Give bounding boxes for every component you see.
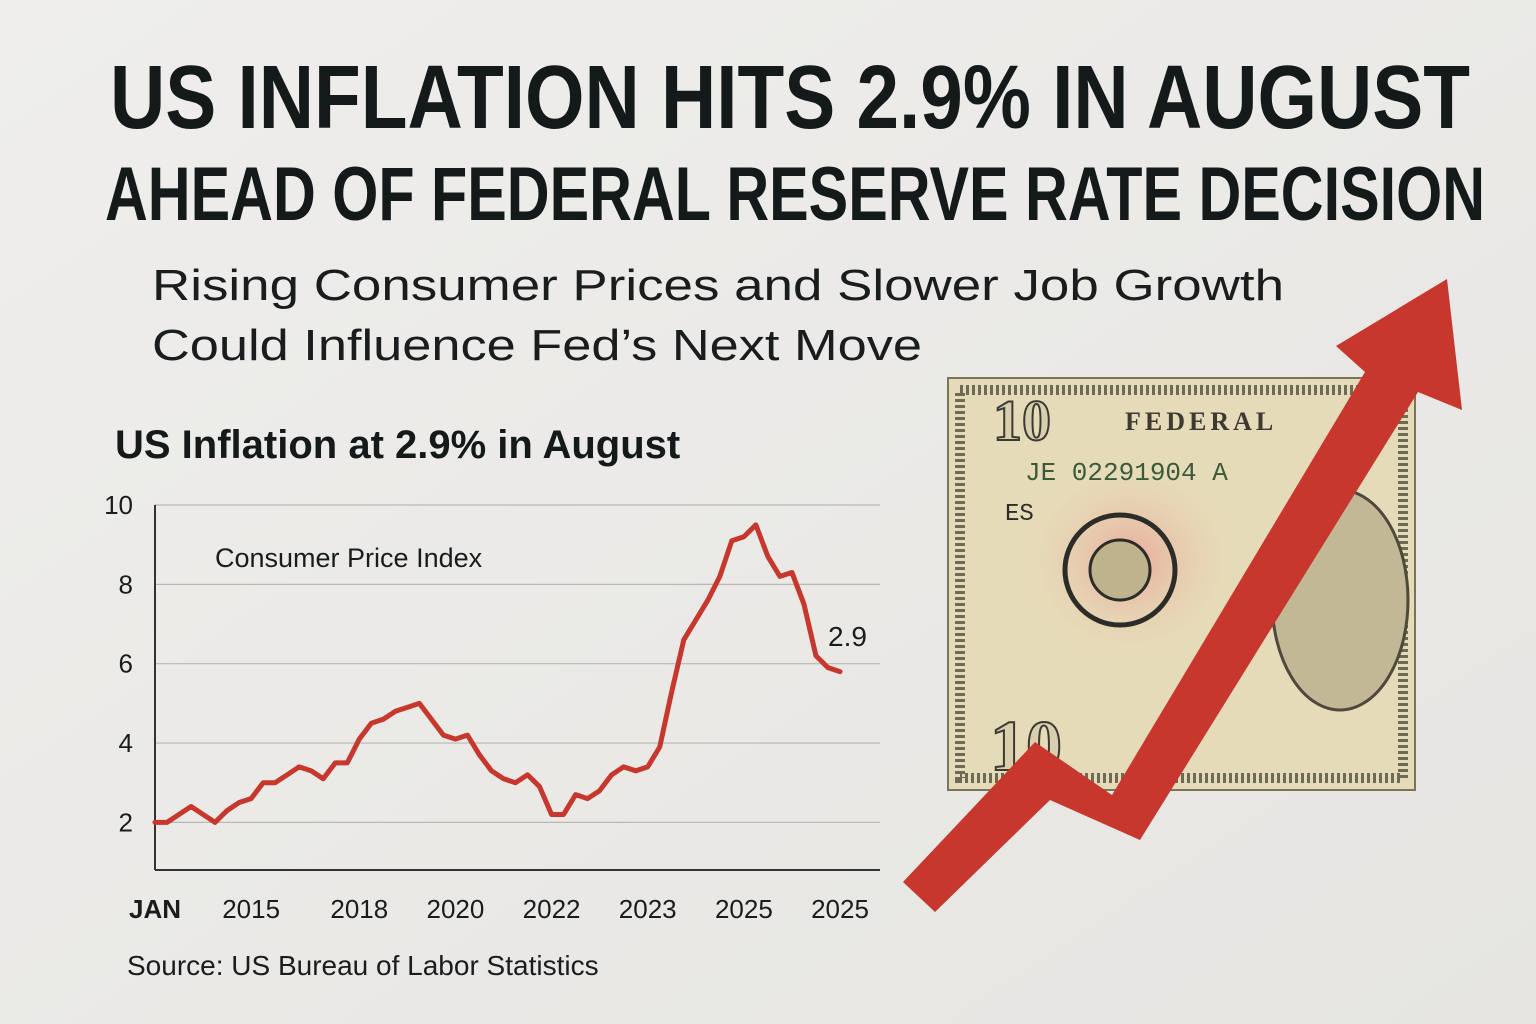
y-tick-label: 4 xyxy=(119,728,133,758)
subheadline: Rising Consumer Prices and Slower Job Gr… xyxy=(152,261,1284,310)
x-tick-label: 2015 xyxy=(222,894,280,924)
y-tick-label: 6 xyxy=(119,649,133,679)
bill-serial: JE 02291904 A xyxy=(1025,458,1228,488)
subheadline: Could Influence Fed’s Next Move xyxy=(152,321,922,370)
chart-title: US Inflation at 2.9% in August xyxy=(115,423,680,467)
x-tick-label: JAN xyxy=(129,894,181,924)
y-tick-label: 2 xyxy=(119,807,133,837)
source: Source: US Bureau of Labor Statistics xyxy=(127,950,599,981)
chart-subtitle: Consumer Price Index xyxy=(215,543,483,573)
x-tick-label: 2023 xyxy=(619,894,677,924)
bill-seal xyxy=(1088,538,1152,602)
x-tick-label: 2020 xyxy=(427,894,485,924)
data-line xyxy=(152,522,843,825)
plot: 2 4 6 8 10 JAN 2015 2018 2020 2022 2023 2025 2025 xyxy=(104,490,880,924)
annotation: 2.9 xyxy=(828,621,867,652)
bill-bank: FEDERAL xyxy=(1125,407,1277,436)
headline: US INFLATION HITS 2.9% IN AUGUST xyxy=(110,48,1470,148)
x-tick-label: 2025 xyxy=(811,894,869,924)
y-tick-label: 10 xyxy=(104,490,133,520)
x-tick-label: 2025 xyxy=(715,894,773,924)
bill-seal xyxy=(1062,512,1178,628)
y-tick-label: 8 xyxy=(119,569,133,599)
red-arrow xyxy=(903,279,1462,912)
bill-denomination: 10 xyxy=(993,388,1051,453)
x-tick-label: 2018 xyxy=(330,894,388,924)
x-tick-label: 2022 xyxy=(523,894,581,924)
bill-mark: ES xyxy=(1005,501,1034,528)
headline: AHEAD OF FEDERAL RESERVE RATE DECISION xyxy=(105,152,1485,237)
